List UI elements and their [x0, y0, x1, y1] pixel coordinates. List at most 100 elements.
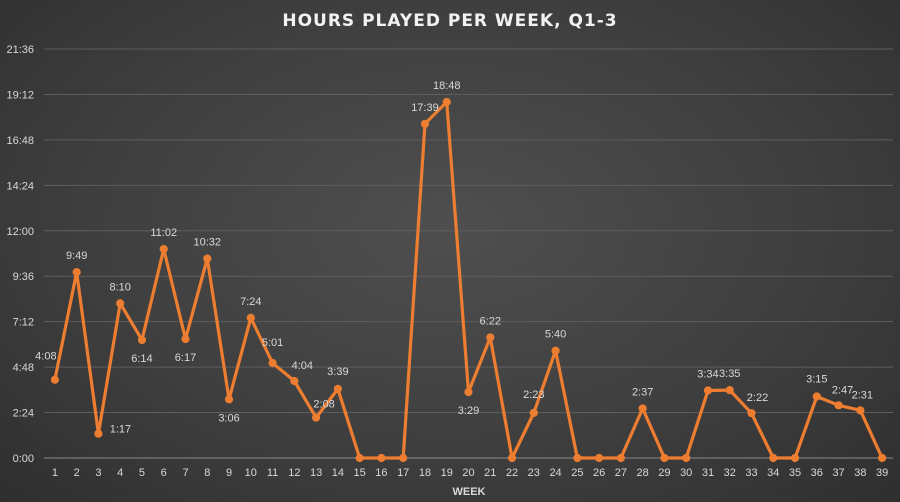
- data-label: 2:31: [852, 389, 873, 401]
- data-point: [638, 404, 647, 413]
- y-axis-ticks: 0:00 2:24 4:48 7:12 9:36 12:00 14:24 16:48 19:12…: [6, 44, 34, 465]
- y-tick-label: 4:48: [13, 362, 34, 374]
- data-point: [399, 453, 408, 463]
- data-point: [812, 392, 821, 401]
- data-label: 2:37: [632, 386, 653, 398]
- data-point: [333, 384, 342, 393]
- x-tick-label: 28: [637, 467, 649, 479]
- data-point: [834, 401, 843, 410]
- x-axis-ticks: 1 2 3 4 5 6 7 8 9 10 11 12 13 14 15 16 17 18 19 20 21 22 23 24 2…: [52, 467, 888, 479]
- y-tick-label: 2:24: [13, 408, 34, 420]
- data-label: 8:10: [109, 281, 130, 293]
- data-point: [377, 453, 386, 463]
- x-tick-label: 30: [680, 467, 692, 479]
- x-tick-label: 36: [811, 467, 823, 479]
- data-label: 2:22: [747, 392, 768, 404]
- y-tick-label: 0:00: [13, 453, 34, 465]
- data-point: [660, 453, 669, 463]
- data-point: [72, 268, 81, 277]
- data-label: 3:06: [218, 412, 239, 424]
- data-label: 3:34: [697, 368, 718, 380]
- data-label: 5:01: [262, 337, 283, 349]
- series: [50, 97, 887, 463]
- y-tick-label: 14:24: [6, 180, 34, 192]
- data-labels: 4:08 9:49 1:17 8:10 6:14 11:02 6:17 10:32 3:06 7:…: [35, 80, 873, 436]
- data-point: [769, 453, 778, 463]
- x-tick-label: 7: [182, 467, 188, 479]
- data-point: [725, 386, 734, 395]
- x-tick-label: 37: [832, 467, 844, 479]
- data-label: 11:02: [150, 227, 177, 239]
- x-tick-label: 6: [161, 467, 167, 479]
- data-point: [268, 358, 277, 368]
- x-tick-label: 21: [484, 467, 496, 479]
- data-point: [856, 406, 865, 415]
- data-point: [137, 335, 147, 345]
- data-point: [507, 453, 517, 463]
- data-point: [682, 453, 691, 463]
- data-label: 1:17: [110, 424, 131, 436]
- data-label: 7:24: [240, 296, 261, 308]
- x-tick-label: 26: [593, 467, 605, 479]
- data-point: [181, 334, 190, 344]
- x-tick-label: 4: [117, 467, 123, 479]
- data-point: [464, 387, 473, 397]
- x-tick-label: 35: [789, 467, 801, 479]
- x-tick-label: 39: [876, 467, 888, 479]
- data-label: 18:48: [433, 80, 461, 92]
- data-point: [747, 409, 756, 418]
- data-point: [486, 333, 495, 342]
- x-tick-label: 20: [462, 467, 474, 479]
- data-point: [116, 299, 125, 308]
- x-tick-label: 23: [528, 467, 540, 479]
- x-tick-label: 14: [332, 467, 344, 479]
- data-label: 2:08: [313, 399, 334, 411]
- gridlines: [44, 48, 893, 459]
- x-tick-label: 3: [95, 467, 101, 479]
- data-point: [312, 413, 321, 422]
- data-label: 3:39: [327, 366, 348, 378]
- x-axis-label: WEEK: [453, 486, 486, 498]
- data-point: [703, 386, 713, 395]
- y-tick-label: 19:12: [6, 89, 34, 101]
- data-label: 3:15: [806, 373, 827, 385]
- data-point: [420, 119, 430, 128]
- data-point: [246, 313, 255, 322]
- x-tick-label: 2: [74, 467, 80, 479]
- y-tick-label: 7:12: [13, 317, 34, 329]
- y-tick-label: 16:48: [6, 135, 34, 147]
- data-label: 3:29: [458, 405, 479, 417]
- x-tick-label: 5: [139, 467, 145, 479]
- chart-title: HOURS PLAYED PER WEEK, Q1-3: [282, 11, 617, 31]
- data-label: 5:40: [545, 329, 566, 341]
- data-label: 6:17: [175, 352, 196, 364]
- data-point: [290, 376, 299, 386]
- x-tick-label: 16: [375, 467, 387, 479]
- y-tick-label: 12:00: [6, 226, 34, 238]
- x-tick-label: 25: [571, 467, 583, 479]
- data-point: [442, 97, 451, 107]
- data-point: [203, 254, 212, 263]
- data-label: 6:14: [131, 353, 152, 365]
- data-label: 9:49: [66, 250, 87, 262]
- x-tick-label: 10: [245, 467, 257, 479]
- data-point: [94, 429, 103, 438]
- data-point: [595, 453, 604, 463]
- data-point: [616, 453, 625, 463]
- x-tick-label: 29: [658, 467, 670, 479]
- x-tick-label: 13: [310, 467, 322, 479]
- data-label: 6:22: [480, 315, 501, 327]
- data-label: 4:08: [35, 351, 56, 363]
- data-point: [224, 395, 234, 404]
- data-label: 3:35: [719, 368, 740, 380]
- data-label: 2:47: [832, 384, 853, 396]
- data-point: [790, 453, 800, 463]
- x-tick-label: 22: [506, 467, 518, 479]
- x-tick-label: 17: [397, 467, 409, 479]
- data-point: [355, 453, 364, 463]
- x-tick-label: 24: [549, 467, 561, 479]
- x-tick-label: 9: [226, 467, 232, 479]
- data-label: 10:32: [194, 237, 222, 249]
